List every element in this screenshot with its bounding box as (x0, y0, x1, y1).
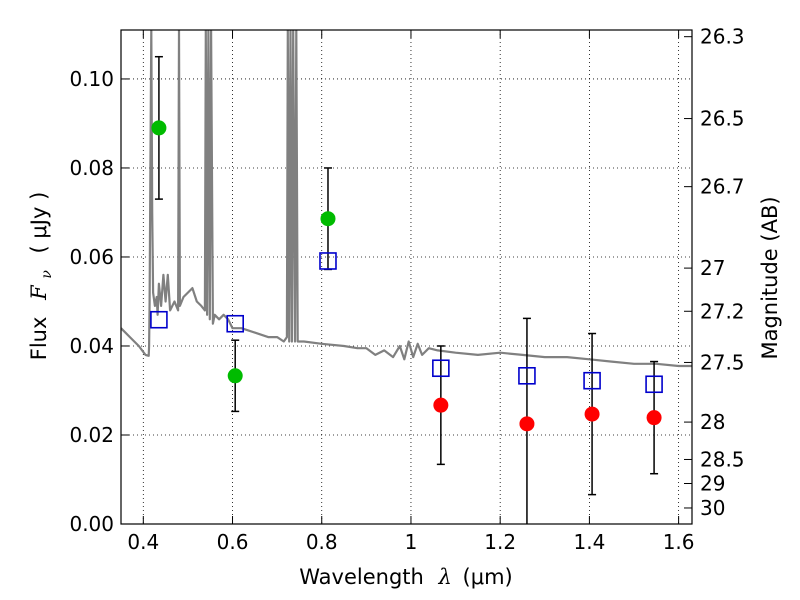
blue-model-square (319, 252, 337, 270)
right-tick-label: 29 (700, 472, 725, 496)
model-spectrum-line (121, 30, 692, 368)
y-axis-label-prefix: Flux (27, 317, 51, 361)
right-tick-label: 28.5 (700, 447, 745, 471)
plot-frame (120, 29, 693, 525)
right-tick-label: 30 (700, 496, 725, 520)
x-tick-label: 0.8 (306, 530, 338, 554)
x-axis-label-unit: (μm) (463, 565, 513, 589)
data-markers (150, 120, 663, 432)
red-data-point (519, 416, 535, 432)
green-data-point (227, 368, 243, 384)
blue-model-square (518, 366, 536, 385)
y-tick-label: 0.08 (69, 156, 114, 180)
blue-model-square (432, 359, 450, 378)
blue-model-square (226, 314, 244, 333)
right-tick-label: 27.5 (700, 350, 745, 374)
y-tick-label: 0.00 (69, 512, 114, 536)
red-data-point (584, 406, 600, 422)
x-tick-label: 1.2 (484, 530, 516, 554)
y-tick-label: 0.02 (69, 423, 114, 447)
blue-model-square (583, 371, 601, 390)
green-data-point (151, 120, 167, 136)
x-tick-label: 1.6 (663, 530, 695, 554)
y-axis-label-unit: ( μJy ) (27, 192, 51, 254)
x-axis-label-prefix: Wavelength (299, 565, 424, 589)
right-tick-label: 26.3 (700, 25, 745, 49)
right-tick-label: 28 (700, 410, 725, 434)
errorbars (154, 55, 659, 524)
y-tick-label: 0.10 (69, 67, 114, 91)
y-axis-label-symbol: F (27, 284, 51, 301)
green-data-point (320, 211, 336, 227)
x-tick-label: 0.6 (217, 530, 249, 554)
y-axis-label: Flux F ν ( μJy ) (27, 192, 56, 361)
right-tick-label: 26.7 (700, 175, 745, 199)
x-tick-label: 1.4 (573, 530, 605, 554)
right-tick-label: 27 (700, 256, 725, 280)
y-tick-label: 0.06 (69, 245, 114, 269)
x-tick-label: 1 (405, 530, 418, 554)
y-tick-label: 0.04 (69, 334, 114, 358)
blue-model-square (150, 310, 168, 329)
right-tick-label: 27.2 (700, 299, 745, 323)
y-axis-label-subscript: ν (39, 270, 55, 279)
right-tick-label: 26.5 (700, 107, 745, 131)
red-data-point (433, 397, 449, 413)
x-axis-label: Wavelength λ (μm) (299, 565, 512, 589)
axis-ticks: 0.4 0.6 0.8 1 1.2 1.4 1.6 0.00 0.02 0.04 0.06 0.08 0… (69, 25, 744, 554)
model-layer (121, 30, 692, 368)
red-data-point (646, 410, 662, 426)
right-axis-label: Magnitude (AB) (758, 196, 782, 359)
blue-model-square (645, 375, 663, 394)
x-tick-label: 0.4 (127, 530, 159, 554)
x-axis-label-symbol: λ (438, 565, 452, 589)
